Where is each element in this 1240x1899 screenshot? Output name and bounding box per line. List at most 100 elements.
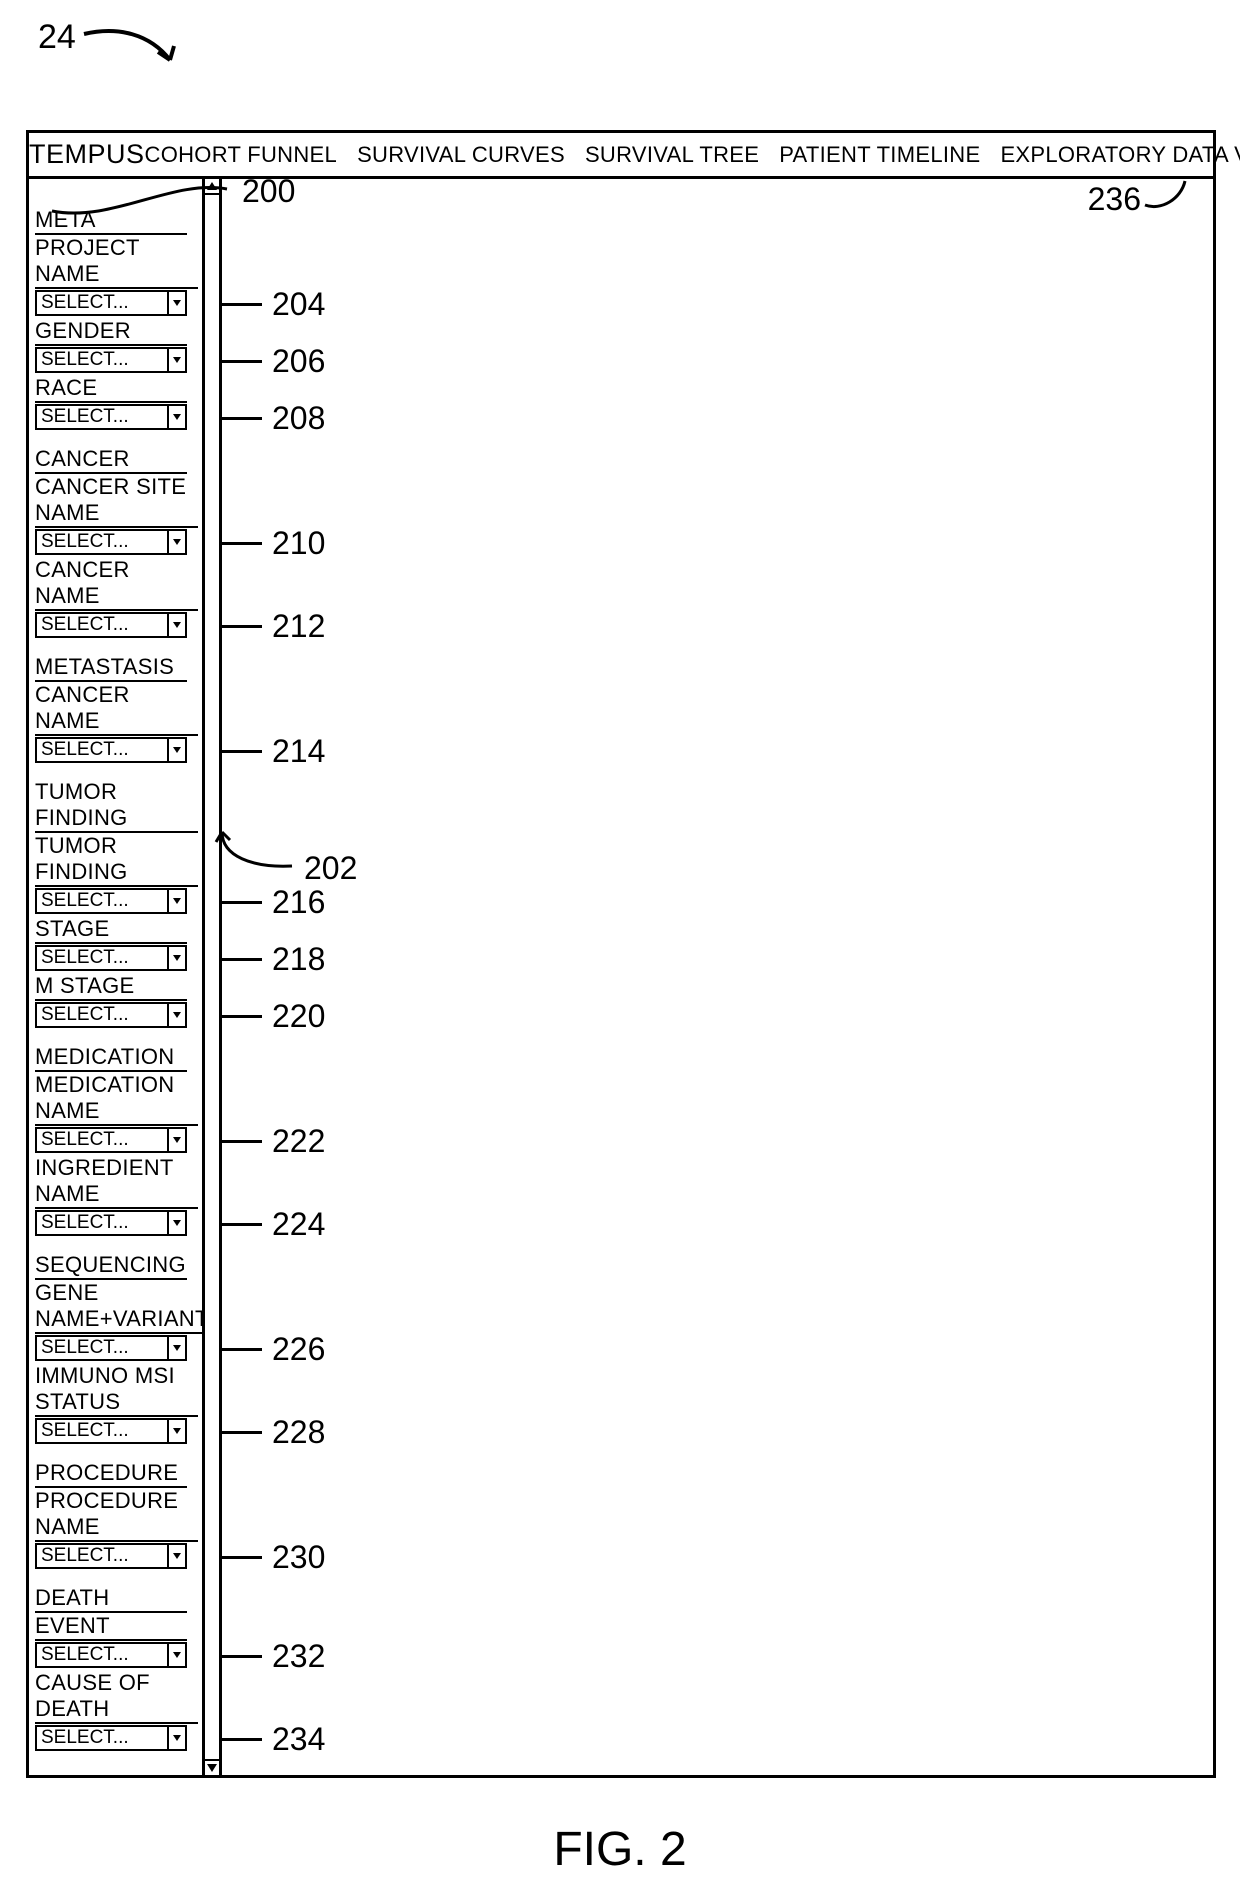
reference-number: 224 bbox=[272, 1206, 325, 1243]
section-title: SEQUENCING bbox=[35, 1252, 187, 1280]
dropdown-button[interactable] bbox=[167, 1212, 185, 1234]
select-placeholder: SELECT... bbox=[37, 349, 167, 371]
select-dropdown[interactable]: SELECT... bbox=[35, 1002, 187, 1028]
reference-number: 210 bbox=[272, 525, 325, 562]
chevron-down-icon bbox=[173, 898, 181, 904]
reference-number: 222 bbox=[272, 1123, 325, 1160]
select-dropdown[interactable]: SELECT... bbox=[35, 945, 187, 971]
select-dropdown[interactable]: SELECT... bbox=[35, 1210, 187, 1236]
field-label: GENDER bbox=[35, 318, 187, 346]
section-title: TUMOR FINDING bbox=[35, 779, 198, 833]
reference-number: 220 bbox=[272, 998, 325, 1035]
leader-line bbox=[222, 958, 262, 961]
field-label: INGREDIENT NAME bbox=[35, 1155, 198, 1209]
dropdown-button[interactable] bbox=[167, 1004, 185, 1026]
chevron-down-icon bbox=[173, 1553, 181, 1559]
field-label: CANCER SITE NAME bbox=[35, 474, 198, 528]
figure-ref-24: 24 bbox=[38, 18, 76, 57]
arrow-curve-icon bbox=[78, 20, 188, 80]
dropdown-button[interactable] bbox=[167, 614, 185, 636]
field-label: IMMUNO MSI STATUS bbox=[35, 1363, 198, 1417]
figure-ref-24-text: 24 bbox=[38, 18, 76, 56]
reference-callout: 218 bbox=[222, 941, 325, 978]
chevron-down-icon bbox=[173, 1345, 181, 1351]
tab-survival-tree[interactable]: SURVIVAL TREE bbox=[585, 142, 759, 168]
select-placeholder: SELECT... bbox=[37, 739, 167, 761]
leader-hook-icon bbox=[1141, 181, 1201, 221]
reference-callout: 226 bbox=[222, 1331, 325, 1368]
field-label: EVENT bbox=[35, 1613, 187, 1641]
select-dropdown[interactable]: SELECT... bbox=[35, 612, 187, 638]
chevron-down-icon bbox=[173, 1428, 181, 1434]
select-dropdown[interactable]: SELECT... bbox=[35, 529, 187, 555]
reference-callout: 230 bbox=[222, 1539, 325, 1576]
select-dropdown[interactable]: SELECT... bbox=[35, 737, 187, 763]
dropdown-button[interactable] bbox=[167, 739, 185, 761]
reference-callout: 220 bbox=[222, 998, 325, 1035]
reference-callout: 216 bbox=[222, 884, 325, 921]
reference-callout: 214 bbox=[222, 733, 325, 770]
reference-callout-202: 202 bbox=[222, 826, 362, 881]
tab-patient-timeline[interactable]: PATIENT TIMELINE bbox=[779, 142, 980, 168]
dropdown-button[interactable] bbox=[167, 1129, 185, 1151]
dropdown-button[interactable] bbox=[167, 531, 185, 553]
dropdown-button[interactable] bbox=[167, 406, 185, 428]
chevron-down-icon bbox=[207, 1764, 217, 1772]
select-dropdown[interactable]: SELECT... bbox=[35, 888, 187, 914]
select-dropdown[interactable]: SELECT... bbox=[35, 1543, 187, 1569]
dropdown-button[interactable] bbox=[167, 349, 185, 371]
scroll-down-button[interactable] bbox=[205, 1759, 219, 1775]
field-label: RACE bbox=[35, 375, 187, 403]
dropdown-button[interactable] bbox=[167, 1420, 185, 1442]
reference-number: 228 bbox=[272, 1414, 325, 1451]
select-placeholder: SELECT... bbox=[37, 531, 167, 553]
select-dropdown[interactable]: SELECT... bbox=[35, 1642, 187, 1668]
chevron-down-icon bbox=[173, 747, 181, 753]
dropdown-button[interactable] bbox=[167, 890, 185, 912]
tab-exploratory-data[interactable]: EXPLORATORY DATA VISUALIZER bbox=[1000, 142, 1240, 168]
reference-number: 232 bbox=[272, 1638, 325, 1675]
select-dropdown[interactable]: SELECT... bbox=[35, 347, 187, 373]
sidebar: METAPROJECT NAMESELECT...GENDERSELECT...… bbox=[29, 179, 205, 1775]
leader-line bbox=[222, 1015, 262, 1018]
leader-line bbox=[222, 1348, 262, 1351]
chevron-down-icon bbox=[173, 357, 181, 363]
sidebar-scrollbar[interactable] bbox=[205, 179, 222, 1775]
dropdown-button[interactable] bbox=[167, 1727, 185, 1749]
select-placeholder: SELECT... bbox=[37, 1644, 167, 1666]
dropdown-button[interactable] bbox=[167, 1337, 185, 1359]
reference-callout: 204 bbox=[222, 286, 325, 323]
dropdown-button[interactable] bbox=[167, 1644, 185, 1666]
select-dropdown[interactable]: SELECT... bbox=[35, 1418, 187, 1444]
chevron-down-icon bbox=[173, 622, 181, 628]
reference-callout: 232 bbox=[222, 1638, 325, 1675]
reference-callout-236: 236 bbox=[1088, 181, 1201, 221]
leader-line bbox=[222, 542, 262, 545]
chevron-down-icon bbox=[173, 1137, 181, 1143]
select-dropdown[interactable]: SELECT... bbox=[35, 1335, 187, 1361]
select-placeholder: SELECT... bbox=[37, 292, 167, 314]
tab-survival-curves[interactable]: SURVIVAL CURVES bbox=[357, 142, 565, 168]
reference-number: 236 bbox=[1088, 181, 1141, 217]
chevron-down-icon bbox=[173, 300, 181, 306]
field-label: M STAGE bbox=[35, 973, 187, 1001]
select-dropdown[interactable]: SELECT... bbox=[35, 404, 187, 430]
dropdown-button[interactable] bbox=[167, 947, 185, 969]
field-label: CAUSE OF DEATH bbox=[35, 1670, 198, 1724]
reference-callout: 208 bbox=[222, 400, 325, 437]
field-label: TUMOR FINDING bbox=[35, 833, 198, 887]
select-placeholder: SELECT... bbox=[37, 1545, 167, 1567]
dropdown-button[interactable] bbox=[167, 292, 185, 314]
select-dropdown[interactable]: SELECT... bbox=[35, 1127, 187, 1153]
reference-number: 204 bbox=[272, 286, 325, 323]
dropdown-button[interactable] bbox=[167, 1545, 185, 1567]
field-label: MEDICATION NAME bbox=[35, 1072, 198, 1126]
select-placeholder: SELECT... bbox=[37, 1212, 167, 1234]
reference-number: 230 bbox=[272, 1539, 325, 1576]
chevron-down-icon bbox=[173, 414, 181, 420]
reference-number: 200 bbox=[242, 173, 295, 210]
select-dropdown[interactable]: SELECT... bbox=[35, 1725, 187, 1751]
tab-cohort-funnel[interactable]: COHORT FUNNEL bbox=[145, 142, 338, 168]
chevron-down-icon bbox=[173, 1220, 181, 1226]
select-dropdown[interactable]: SELECT... bbox=[35, 290, 187, 316]
